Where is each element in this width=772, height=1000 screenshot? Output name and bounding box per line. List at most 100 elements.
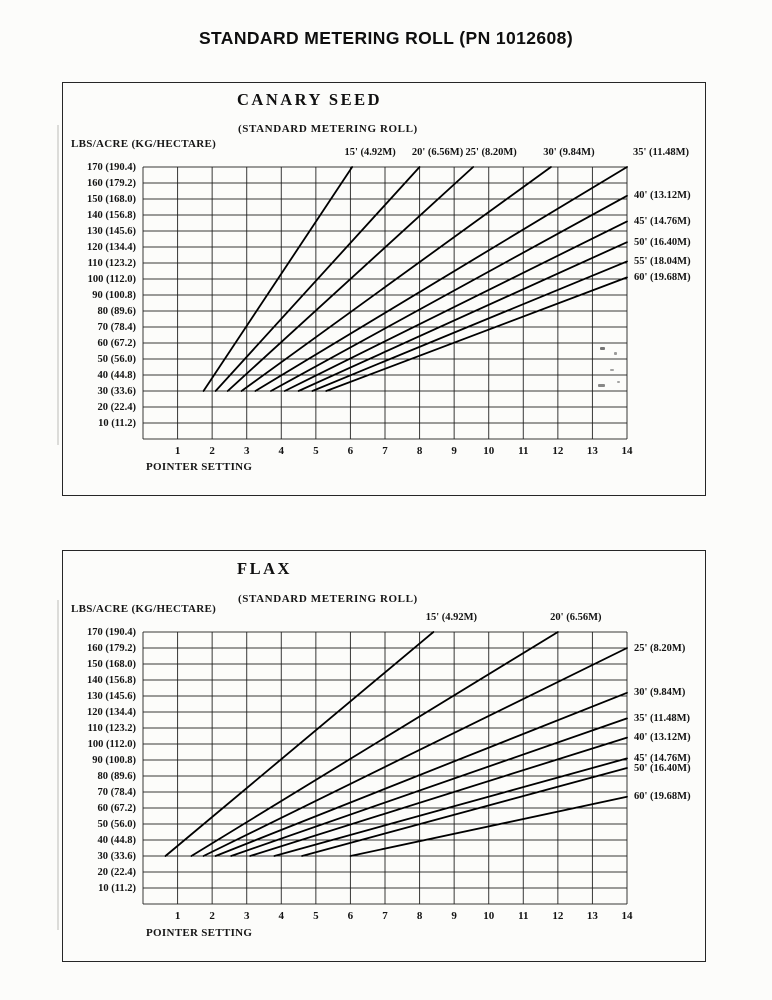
y-tick-label: 10 (11.2) (98, 417, 136, 429)
chart-border (62, 82, 706, 496)
series-label: 35' (11.48M) (634, 712, 690, 724)
x-tick-label: 1 (174, 910, 181, 922)
y-tick-label: 50 (56.0) (97, 353, 137, 365)
scan-speck (600, 347, 605, 350)
series-label: 25' (8.20M) (634, 642, 686, 654)
x-axis-title: POINTER SETTING (146, 461, 253, 473)
series-label: 60' (19.68M) (634, 791, 691, 803)
series-label: 15' (4.92M) (425, 612, 478, 623)
y-tick-label: 120 (134.4) (87, 706, 136, 718)
y-tick-label: 10 (11.2) (98, 882, 136, 894)
chart-title: FLAX (237, 559, 292, 578)
x-axis-title: POINTER SETTING (146, 927, 253, 939)
y-axis-title: LBS/ACRE (KG/HECTARE) (71, 603, 217, 615)
series-label: 50' (16.40M) (634, 762, 691, 774)
series-label: 45' (14.76M) (634, 215, 691, 227)
page-title: STANDARD METERING ROLL (PN 1012608) (198, 28, 574, 48)
chart-subtitle: (STANDARD METERING ROLL) (238, 123, 418, 135)
y-tick-label: 130 (145.6) (87, 690, 136, 702)
y-tick-label: 40 (44.8) (97, 369, 137, 381)
x-tick-label: 5 (313, 910, 319, 922)
scan-speck (617, 381, 620, 383)
y-tick-label: 70 (78.4) (97, 321, 137, 333)
y-tick-label: 20 (22.4) (97, 866, 137, 878)
x-tick-label: 13 (586, 445, 598, 457)
series-label: 55' (18.04M) (634, 255, 691, 267)
y-tick-label: 160 (179.2) (87, 642, 136, 654)
y-tick-label: 160 (179.2) (87, 177, 136, 189)
x-tick-label: 8 (416, 910, 423, 922)
y-tick-label: 90 (100.8) (92, 289, 136, 301)
series-label: 45' (14.76M) (634, 752, 691, 764)
y-tick-label: 90 (100.8) (92, 754, 136, 766)
y-tick-label: 50 (56.0) (97, 818, 137, 830)
x-tick-label: 11 (518, 445, 529, 457)
y-tick-label: 170 (190.4) (87, 626, 136, 638)
x-tick-label: 12 (552, 910, 564, 922)
x-tick-label: 14 (621, 445, 633, 457)
chart-title: CANARY SEED (237, 90, 383, 109)
scan-speck (598, 384, 605, 387)
x-tick-label: 8 (416, 445, 423, 457)
x-tick-label: 10 (483, 445, 495, 457)
x-tick-label: 2 (209, 910, 215, 922)
x-tick-label: 12 (552, 445, 564, 457)
y-tick-label: 170 (190.4) (87, 161, 136, 173)
scan-speck (610, 369, 614, 371)
y-tick-label: 70 (78.4) (97, 786, 137, 798)
x-tick-label: 9 (451, 910, 457, 922)
series-label: 30' (9.84M) (634, 687, 686, 699)
series-label: 60' (19.68M) (634, 271, 691, 283)
series-label: 15' (4.92M) (344, 147, 396, 158)
chart-border (62, 550, 706, 962)
y-tick-label: 30 (33.6) (97, 850, 137, 862)
x-tick-label: 3 (243, 445, 250, 457)
x-tick-label: 1 (174, 445, 181, 457)
y-tick-label: 150 (168.0) (87, 193, 136, 205)
x-tick-label: 2 (209, 445, 215, 457)
y-tick-label: 140 (156.8) (87, 674, 136, 686)
x-tick-label: 6 (347, 910, 354, 922)
x-tick-label: 6 (347, 445, 354, 457)
y-tick-label: 110 (123.2) (87, 722, 136, 734)
series-label: 30' (9.84M) (543, 147, 595, 158)
y-tick-label: 80 (89.6) (97, 305, 137, 317)
x-tick-label: 7 (382, 910, 388, 922)
y-tick-label: 140 (156.8) (87, 209, 136, 221)
y-tick-label: 20 (22.4) (97, 401, 137, 413)
y-tick-label: 40 (44.8) (97, 834, 137, 846)
scan-streak (57, 600, 59, 930)
series-label: 40' (13.12M) (634, 190, 691, 202)
y-tick-label: 80 (89.6) (97, 770, 137, 782)
x-tick-label: 7 (382, 445, 388, 457)
y-tick-label: 130 (145.6) (87, 225, 136, 237)
x-tick-label: 5 (313, 445, 319, 457)
series-label: 50' (16.40M) (634, 236, 691, 248)
x-tick-label: 11 (518, 910, 529, 922)
y-tick-label: 110 (123.2) (87, 257, 136, 269)
series-label: 25' (8.20M) (465, 147, 517, 158)
x-tick-label: 14 (621, 910, 633, 922)
chart-subtitle: (STANDARD METERING ROLL) (238, 593, 418, 605)
y-tick-label: 30 (33.6) (97, 385, 137, 397)
y-tick-label: 60 (67.2) (97, 337, 137, 349)
x-tick-label: 10 (483, 910, 495, 922)
scan-speck (614, 352, 617, 355)
series-label: 40' (13.12M) (634, 732, 691, 744)
series-label: 20' (6.56M) (550, 612, 602, 623)
x-tick-label: 9 (451, 445, 457, 457)
x-tick-label: 4 (278, 445, 285, 457)
y-tick-label: 100 (112.0) (87, 273, 136, 285)
y-axis-title: LBS/ACRE (KG/HECTARE) (71, 138, 217, 150)
y-tick-label: 100 (112.0) (87, 738, 136, 750)
series-label: 20' (6.56M) (411, 147, 464, 158)
scan-streak (57, 125, 59, 445)
y-tick-label: 60 (67.2) (97, 802, 137, 814)
x-tick-label: 13 (586, 910, 598, 922)
x-tick-label: 4 (278, 910, 285, 922)
series-label: 35' (11.48M) (633, 147, 689, 158)
y-tick-label: 120 (134.4) (87, 241, 136, 253)
x-tick-label: 3 (243, 910, 250, 922)
y-tick-label: 150 (168.0) (87, 658, 136, 670)
